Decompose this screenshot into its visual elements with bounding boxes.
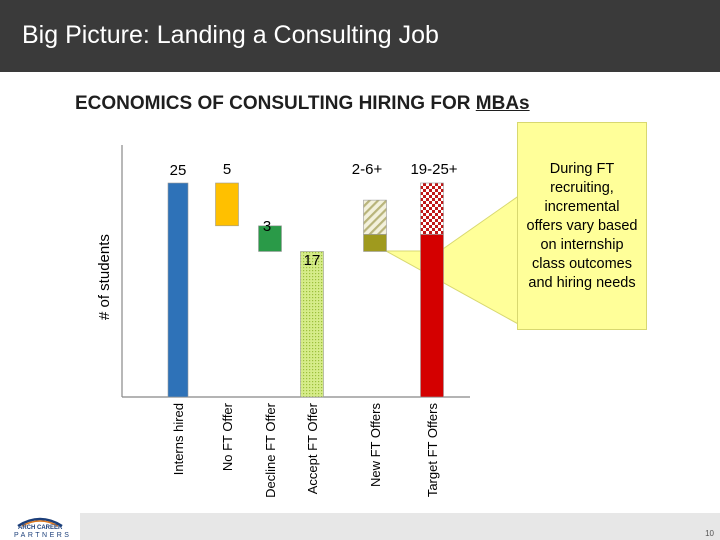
bar-target-ft-offers-6: [420, 234, 444, 398]
footer-bar: [80, 513, 720, 540]
bar-new-ft-offers-4: [363, 234, 387, 252]
logo-line-2: PARTNERS: [14, 532, 72, 539]
bar-decline-ft-offer-2: [258, 225, 282, 252]
bar-no-ft-offer-1: [215, 182, 239, 227]
value-label-1: 25: [170, 162, 187, 179]
bar-target-ft-offers-7: [420, 182, 444, 235]
value-label-2: 5: [223, 161, 231, 178]
logo-line-1: ARCH CAREER: [18, 525, 63, 531]
value-label-5: 2-6+: [352, 161, 383, 178]
callout-text: During FT recruiting, incremental offers…: [526, 160, 638, 291]
page-number: 10: [705, 529, 714, 538]
callout-pointer: [385, 194, 521, 326]
category-label-decline-ft-offer: Decline FT Offer: [263, 402, 278, 498]
category-label-no-ft-offer: No FT Offer: [220, 402, 235, 471]
callout-box: During FT recruiting, incremental offers…: [517, 122, 647, 330]
y-axis-label: # of students: [96, 234, 113, 320]
value-label-4: 17: [304, 252, 321, 269]
bar-accept-ft-offer-3: [300, 251, 324, 398]
title-bar: [0, 0, 720, 72]
subtitle-emphasis: MBAs: [475, 93, 530, 114]
bar-new-ft-offers-5: [363, 199, 387, 235]
value-label-6: 19-25+: [410, 161, 457, 178]
value-label-3: 3: [263, 218, 271, 235]
subtitle-text: ECONOMICS OF CONSULTING HIRING FOR: [75, 93, 476, 114]
slide-title: Big Picture: Landing a Consulting Job: [22, 21, 439, 49]
arch-logo-icon: [17, 517, 63, 528]
category-label-new-ft-offers: New FT Offers: [368, 403, 383, 488]
category-label-target-ft-offers: Target FT Offers: [425, 403, 440, 498]
category-label-accept-ft-offer: Accept FT Offer: [305, 402, 320, 494]
bar-interns-hired-0: [167, 182, 189, 398]
category-label-interns-hired: Interns hired: [171, 403, 186, 475]
chart-subtitle: ECONOMICS OF CONSULTING HIRING FOR MBAs: [75, 93, 530, 115]
